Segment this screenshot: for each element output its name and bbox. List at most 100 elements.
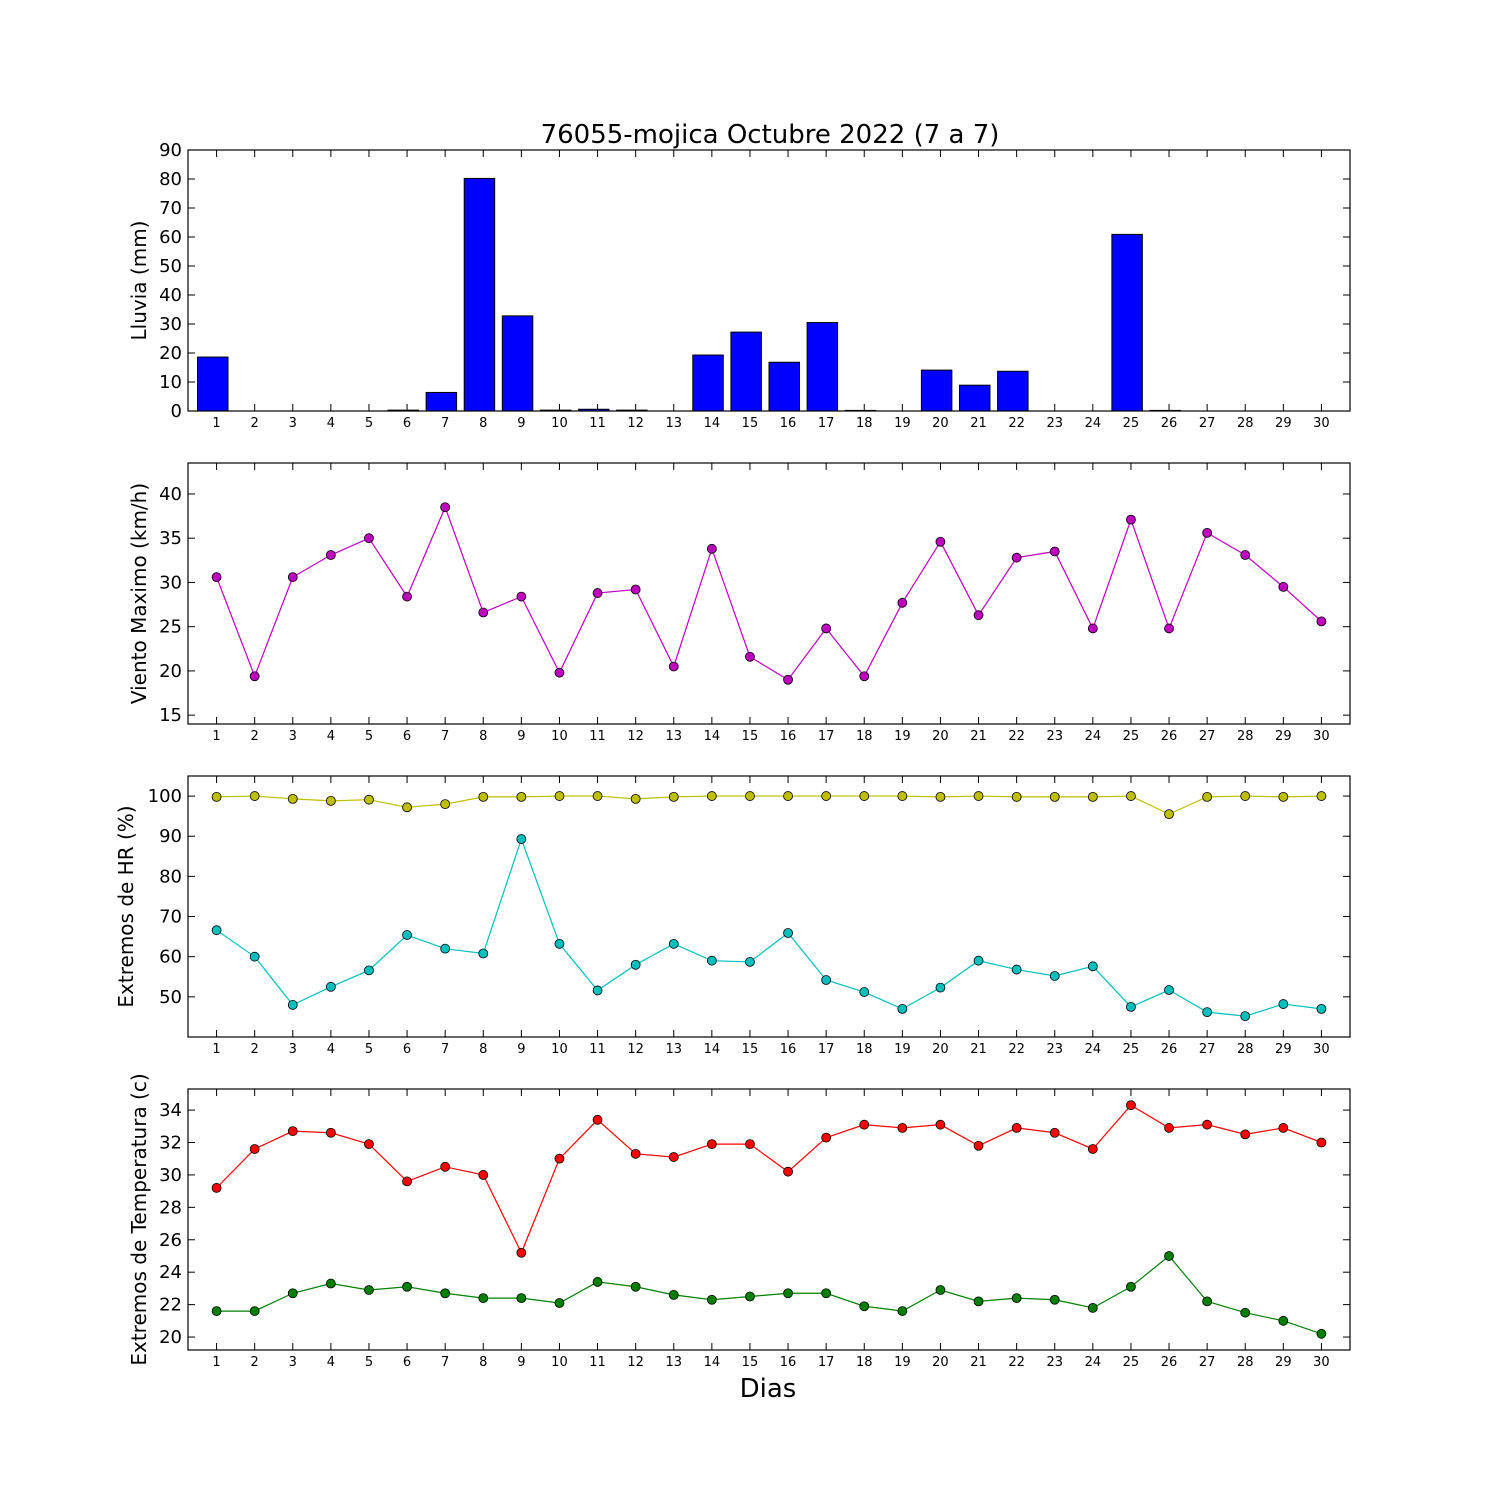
x-tick-label: 30 xyxy=(1313,729,1330,744)
y-tick-label: 90 xyxy=(159,140,182,161)
y-tick-label: 60 xyxy=(159,947,182,968)
y-tick-label: 30 xyxy=(159,572,182,593)
data-point xyxy=(1164,1123,1174,1133)
bar xyxy=(730,331,762,412)
x-tick-label: 25 xyxy=(1123,729,1140,744)
data-point xyxy=(1164,985,1174,995)
x-tick-label: 4 xyxy=(327,1355,335,1370)
data-point xyxy=(364,1139,374,1150)
data-point xyxy=(1011,1123,1022,1133)
x-tick-label: 5 xyxy=(365,1042,373,1057)
data-point xyxy=(402,1281,412,1292)
data-point xyxy=(287,1126,298,1137)
y-tick-label: 50 xyxy=(159,256,182,277)
x-tick-label: 7 xyxy=(441,416,449,431)
y-tick-label: 30 xyxy=(159,1165,182,1186)
y-tick-label: 35 xyxy=(159,528,182,549)
data-point xyxy=(706,1139,717,1150)
y-tick-label: 80 xyxy=(159,866,182,887)
data-point xyxy=(630,793,641,804)
y-tick-label: 20 xyxy=(159,1327,182,1348)
y-tick-label: 80 xyxy=(159,169,182,190)
bar xyxy=(197,356,229,412)
x-tick-label: 8 xyxy=(479,416,487,431)
x-tick-label: 18 xyxy=(856,729,873,744)
data-point xyxy=(897,791,908,801)
data-point xyxy=(1316,1328,1327,1339)
data-point xyxy=(592,588,603,598)
data-point xyxy=(1049,1127,1060,1138)
bar xyxy=(425,391,458,412)
x-tick-label: 23 xyxy=(1046,1355,1063,1370)
data-point xyxy=(1164,623,1174,634)
x-tick-label: 2 xyxy=(251,416,259,431)
x-tick-label: 2 xyxy=(251,1355,259,1370)
data-point xyxy=(745,1139,755,1150)
data-point xyxy=(783,674,793,685)
x-tick-label: 10 xyxy=(551,729,568,744)
bar xyxy=(463,177,496,412)
data-point xyxy=(1087,623,1098,634)
x-tick-label: 11 xyxy=(589,1355,606,1370)
data-point xyxy=(440,1288,451,1299)
x-tick-label: 27 xyxy=(1199,416,1216,431)
data-point xyxy=(592,1114,603,1125)
x-tick-label: 19 xyxy=(894,729,911,744)
data-point xyxy=(668,791,679,802)
data-point xyxy=(897,1003,908,1014)
x-tick-label: 15 xyxy=(742,1355,759,1370)
data-point xyxy=(897,1306,908,1316)
data-point xyxy=(630,584,641,595)
data-point xyxy=(1049,1294,1060,1305)
data-point xyxy=(1240,1129,1251,1140)
x-tick-label: 11 xyxy=(589,416,606,431)
data-point xyxy=(478,791,489,802)
x-tick-label: 18 xyxy=(856,1355,873,1370)
data-point xyxy=(706,1294,717,1305)
x-tick-label: 20 xyxy=(932,1355,949,1370)
x-tick-label: 14 xyxy=(704,416,721,431)
data-point xyxy=(630,1281,641,1292)
y-tick-label: 40 xyxy=(159,285,182,306)
x-tick-label: 2 xyxy=(251,1042,259,1057)
x-tick-label: 9 xyxy=(517,1355,525,1370)
data-point xyxy=(783,791,793,801)
data-point xyxy=(325,1278,336,1289)
data-point xyxy=(1202,1007,1213,1018)
x-tick-label: 5 xyxy=(365,416,373,431)
x-tick-label: 24 xyxy=(1085,1042,1102,1057)
x-tick-label: 23 xyxy=(1046,729,1063,744)
data-point xyxy=(1087,1302,1098,1313)
data-point xyxy=(821,1132,832,1143)
data-point xyxy=(287,793,298,804)
x-tick-label: 28 xyxy=(1237,1042,1254,1057)
data-point xyxy=(1011,552,1022,563)
data-point xyxy=(1278,999,1289,1009)
x-tick-label: 19 xyxy=(894,1042,911,1057)
bar xyxy=(806,322,839,412)
series-line xyxy=(216,505,1322,681)
x-tick-label: 30 xyxy=(1313,1042,1330,1057)
data-point xyxy=(935,791,946,802)
data-point xyxy=(440,1161,451,1172)
x-tick-label: 20 xyxy=(932,729,949,744)
data-point xyxy=(554,791,565,801)
data-point xyxy=(668,938,679,949)
x-tick-label: 27 xyxy=(1199,1042,1216,1057)
data-point xyxy=(211,572,222,583)
data-point xyxy=(1202,527,1213,538)
data-point xyxy=(706,543,717,554)
x-axis-label: Dias xyxy=(740,1374,797,1404)
x-tick-label: 12 xyxy=(627,416,644,431)
chart-title: 76055-mojica Octubre 2022 (7 a 7) xyxy=(541,120,1000,150)
data-point xyxy=(249,1306,260,1316)
x-tick-label: 10 xyxy=(551,1355,568,1370)
data-point xyxy=(745,1291,755,1302)
data-point xyxy=(325,1127,336,1138)
x-tick-label: 16 xyxy=(780,729,797,744)
data-point xyxy=(1049,971,1060,981)
x-tick-label: 30 xyxy=(1313,1355,1330,1370)
data-point xyxy=(249,1144,260,1154)
x-tick-label: 27 xyxy=(1199,1355,1216,1370)
